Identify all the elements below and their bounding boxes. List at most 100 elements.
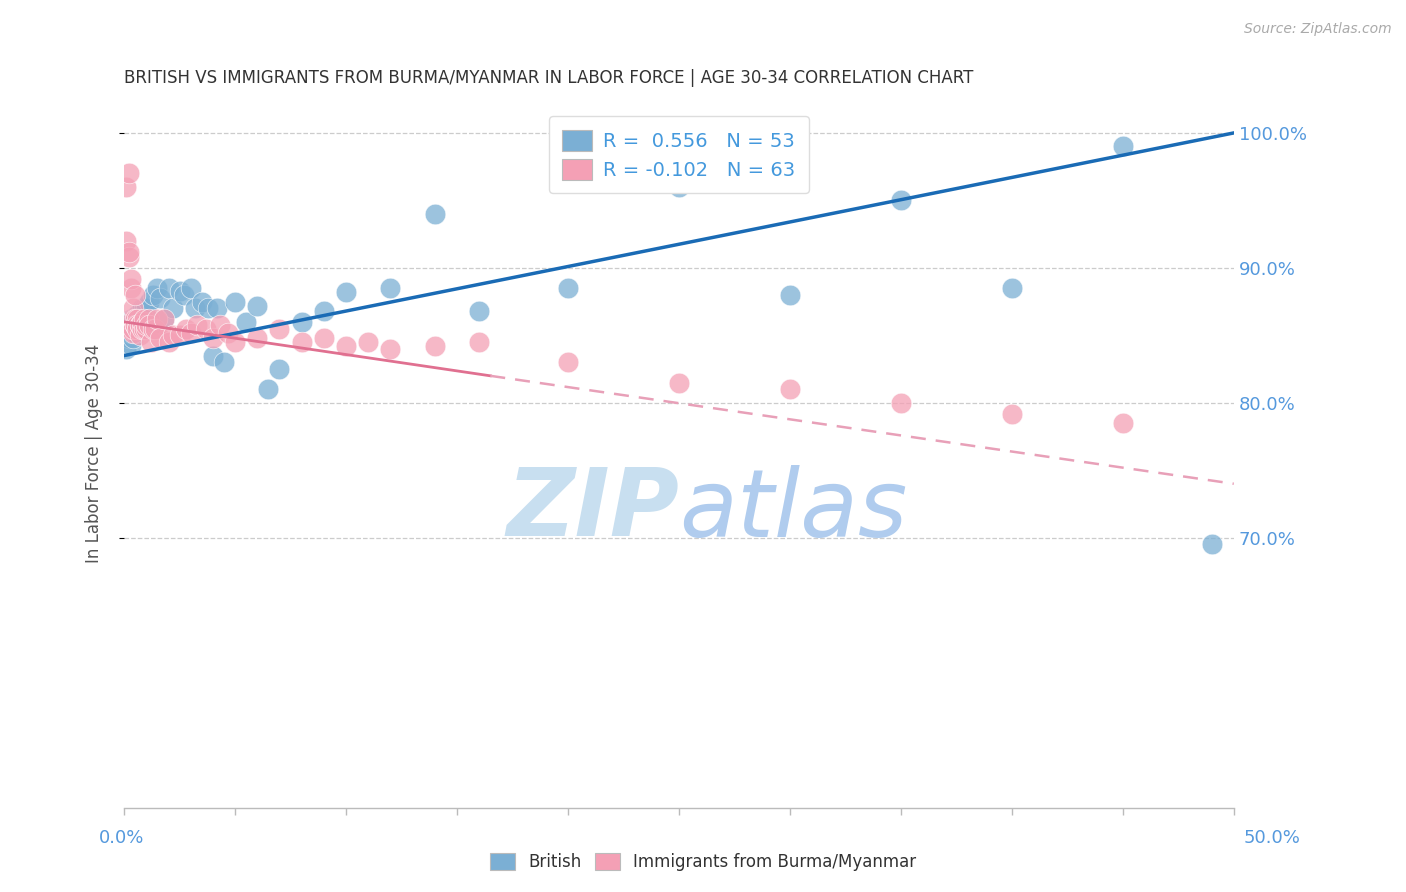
Point	[335, 339, 357, 353]
Point	[380, 342, 402, 356]
Point	[142, 288, 165, 302]
Point	[120, 321, 142, 335]
Point	[246, 331, 269, 345]
Point	[779, 288, 801, 302]
Point	[131, 315, 153, 329]
Point	[115, 180, 138, 194]
Point	[128, 318, 150, 332]
Point	[201, 331, 224, 345]
Point	[127, 308, 149, 322]
Legend: British, Immigrants from Burma/Myanmar: British, Immigrants from Burma/Myanmar	[481, 845, 925, 880]
Point	[120, 312, 142, 326]
Legend: R =  0.556   N = 53, R = -0.102   N = 63: R = 0.556 N = 53, R = -0.102 N = 63	[548, 116, 808, 194]
Point	[668, 376, 690, 390]
Point	[127, 321, 149, 335]
Point	[468, 304, 491, 318]
Point	[128, 328, 150, 343]
Point	[269, 321, 291, 335]
Point	[157, 334, 180, 349]
Point	[224, 294, 246, 309]
Point	[139, 318, 162, 332]
Point	[173, 288, 195, 302]
Point	[169, 328, 191, 343]
Point	[217, 326, 239, 340]
Point	[124, 318, 146, 332]
Point	[124, 326, 146, 340]
Point	[122, 321, 145, 335]
Point	[195, 321, 218, 335]
Point	[291, 315, 314, 329]
Point	[257, 382, 280, 396]
Text: 50.0%: 50.0%	[1244, 829, 1301, 847]
Point	[120, 321, 142, 335]
Point	[132, 321, 155, 335]
Point	[132, 301, 155, 316]
Point	[468, 334, 491, 349]
Point	[169, 284, 191, 298]
Point	[1001, 281, 1024, 295]
Point	[138, 318, 160, 332]
Point	[207, 301, 229, 316]
Point	[153, 312, 176, 326]
Point	[557, 281, 579, 295]
Point	[117, 250, 139, 264]
Point	[197, 301, 219, 316]
Point	[668, 180, 690, 194]
Point	[135, 301, 157, 316]
Point	[135, 318, 157, 332]
Point	[117, 166, 139, 180]
Point	[269, 362, 291, 376]
Point	[312, 304, 335, 318]
Point	[132, 312, 155, 326]
Point	[122, 315, 145, 329]
Point	[380, 281, 402, 295]
Point	[128, 318, 150, 332]
Point	[157, 281, 180, 295]
Point	[138, 294, 160, 309]
Point	[120, 281, 142, 295]
Point	[127, 318, 149, 332]
Point	[122, 312, 145, 326]
Point	[235, 315, 257, 329]
Text: atlas: atlas	[679, 465, 907, 556]
Point	[149, 331, 172, 345]
Text: Source: ZipAtlas.com: Source: ZipAtlas.com	[1244, 22, 1392, 37]
Point	[291, 334, 314, 349]
Point	[180, 281, 202, 295]
Text: ZIP: ZIP	[506, 464, 679, 556]
Point	[142, 321, 165, 335]
Point	[115, 342, 138, 356]
Point	[117, 321, 139, 335]
Point	[122, 326, 145, 340]
Point	[131, 301, 153, 316]
Point	[1001, 407, 1024, 421]
Point	[146, 312, 169, 326]
Text: 0.0%: 0.0%	[98, 829, 143, 847]
Point	[162, 301, 184, 316]
Point	[117, 331, 139, 345]
Point	[120, 271, 142, 285]
Point	[153, 312, 176, 326]
Point	[115, 234, 138, 248]
Point	[335, 285, 357, 300]
Point	[120, 338, 142, 352]
Point	[149, 291, 172, 305]
Point	[246, 299, 269, 313]
Point	[312, 331, 335, 345]
Point	[890, 396, 912, 410]
Point	[1112, 139, 1135, 153]
Point	[127, 312, 149, 326]
Point	[208, 318, 231, 332]
Point	[357, 334, 380, 349]
Point	[127, 321, 149, 335]
Point	[128, 312, 150, 326]
Point	[120, 318, 142, 332]
Point	[890, 194, 912, 208]
Point	[120, 326, 142, 340]
Point	[1112, 416, 1135, 430]
Text: BRITISH VS IMMIGRANTS FROM BURMA/MYANMAR IN LABOR FORCE | AGE 30-34 CORRELATION : BRITISH VS IMMIGRANTS FROM BURMA/MYANMAR…	[124, 69, 973, 87]
Point	[146, 281, 169, 295]
Point	[224, 334, 246, 349]
Point	[131, 321, 153, 335]
Point	[1201, 537, 1223, 551]
